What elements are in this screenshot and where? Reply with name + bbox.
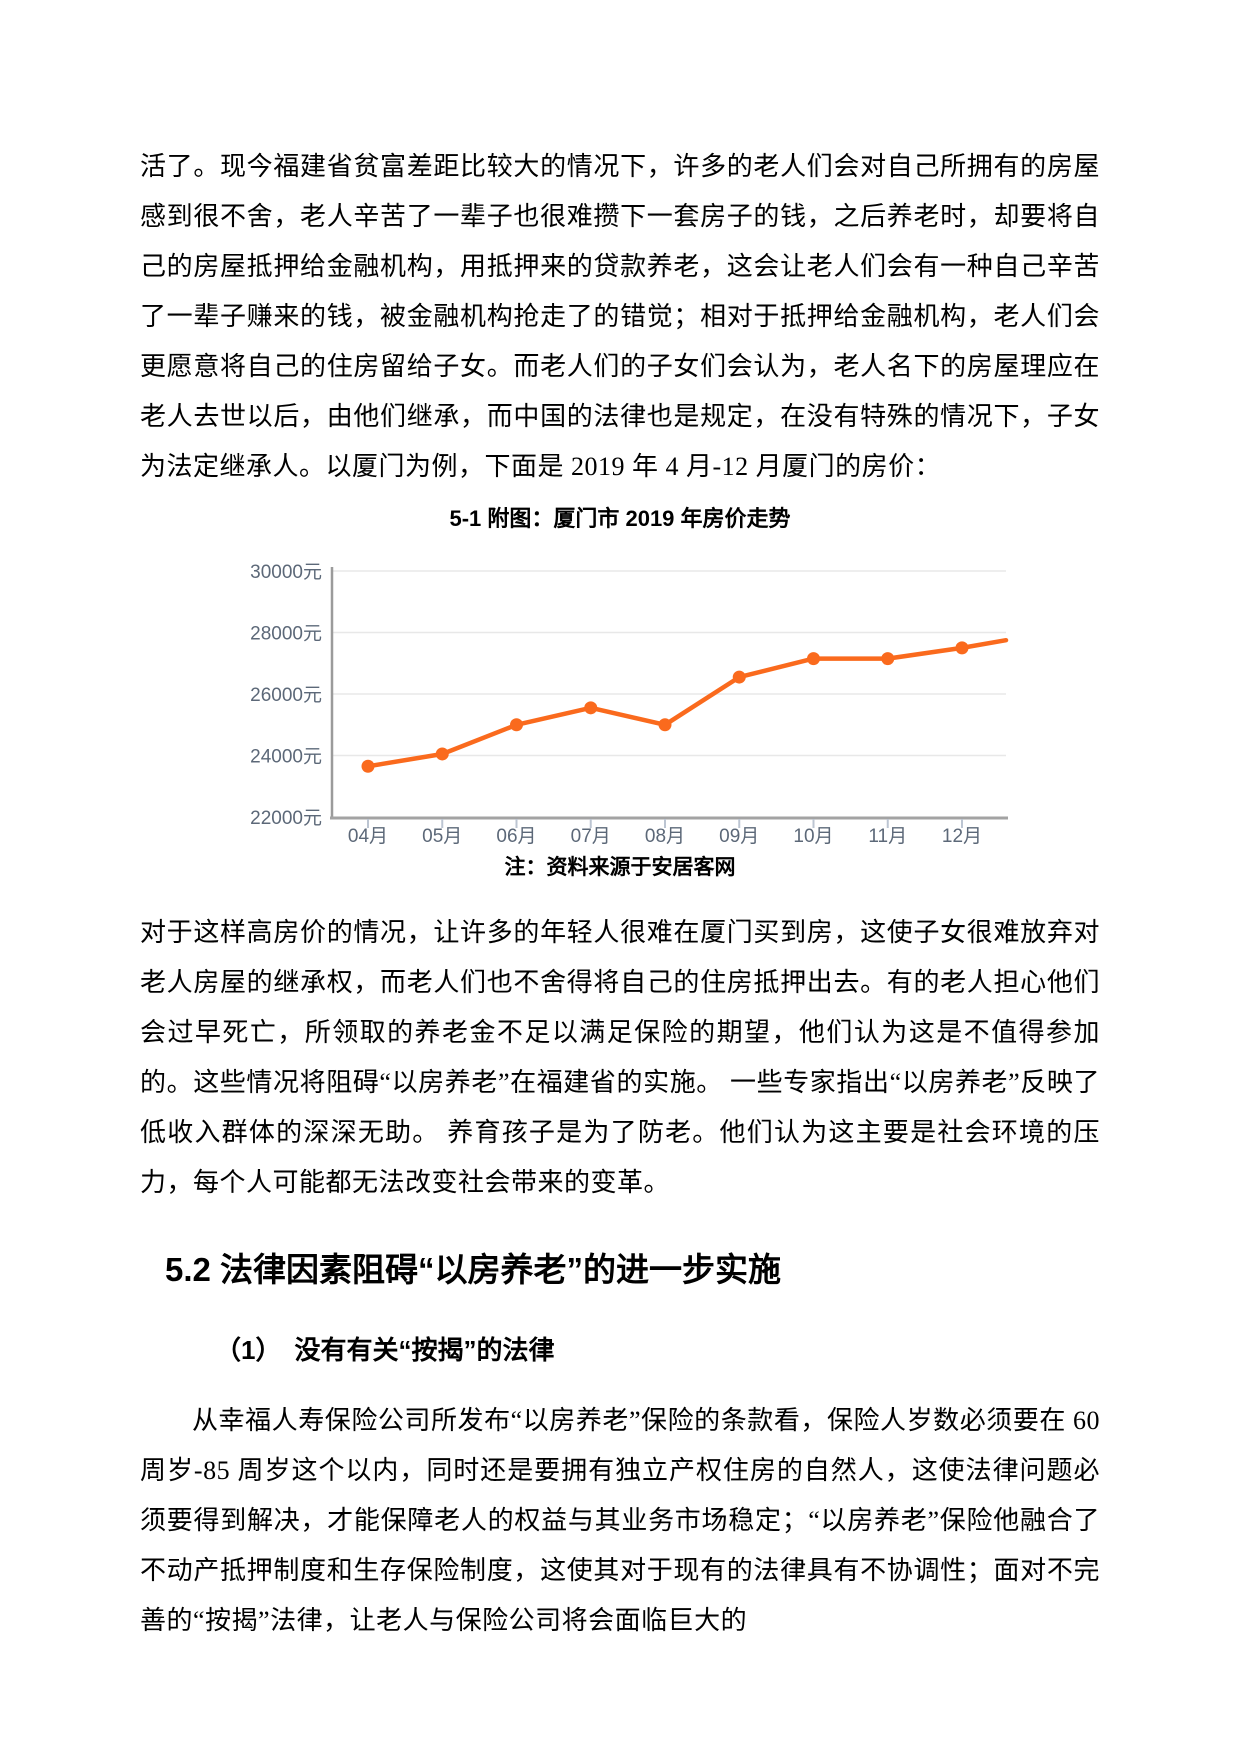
y-axis-label: 30000元 xyxy=(250,562,322,583)
y-axis-label: 22000元 xyxy=(250,808,322,829)
data-point-marker xyxy=(807,652,820,666)
data-point-marker xyxy=(732,670,746,684)
x-axis-label: 11月 xyxy=(868,826,907,847)
x-axis-label: 07月 xyxy=(571,826,611,847)
data-point-marker xyxy=(435,747,449,761)
price-series-line xyxy=(365,637,1009,769)
y-axis-label: 24000元 xyxy=(250,747,322,768)
figure-title: 5-1 附图：厦门市 2019 年房价走势 xyxy=(449,506,791,531)
paragraph-2: 对于这样高房价的情况，让许多的年轻人很难在厦门买到房，这使子女很难放弃对老人房屋… xyxy=(140,918,1100,1197)
y-axis-label: 26000元 xyxy=(250,685,322,706)
x-axis-label: 09月 xyxy=(719,826,759,847)
data-point-marker xyxy=(955,641,969,655)
paragraph-1: 活了。现今福建省贫富差距比较大的情况下，许多的老人们会对自己所拥有的房屋感到很不… xyxy=(140,152,1100,481)
paragraph-3: 从幸福人寿保险公司所发布“以房养老”保险的条款看，保险人岁数必须要在 60 周岁… xyxy=(140,1406,1100,1635)
x-axis-label: 06月 xyxy=(496,826,536,847)
x-axis-label: 10月 xyxy=(793,826,833,847)
data-point-marker xyxy=(510,718,523,732)
data-point-marker xyxy=(658,718,672,732)
figure-source-note: 注：资料来源于安居客网 xyxy=(504,856,736,879)
x-axis-label: 12月 xyxy=(942,826,982,847)
section-heading: 5.2 法律因素阻碍“以房养老”的进一步实施 xyxy=(165,1251,782,1288)
subsection-heading: （1） 没有有关“按揭”的法律 xyxy=(215,1335,555,1365)
price-trend-chart: 30000元 28000元 26000元 24000元 22000元 04月 05月 06月 0… xyxy=(140,538,1100,852)
data-point-marker xyxy=(361,759,375,773)
x-axis-label: 05月 xyxy=(422,826,462,847)
line-chart-canvas: 30000元 28000元 26000元 24000元 22000元 04月 05月 06月 0… xyxy=(250,562,1009,847)
x-axis-label: 04月 xyxy=(348,826,388,847)
x-axis-label: 08月 xyxy=(645,826,685,847)
data-point-marker xyxy=(881,652,895,666)
y-axis-label: 28000元 xyxy=(250,624,322,645)
data-point-marker xyxy=(584,701,598,715)
